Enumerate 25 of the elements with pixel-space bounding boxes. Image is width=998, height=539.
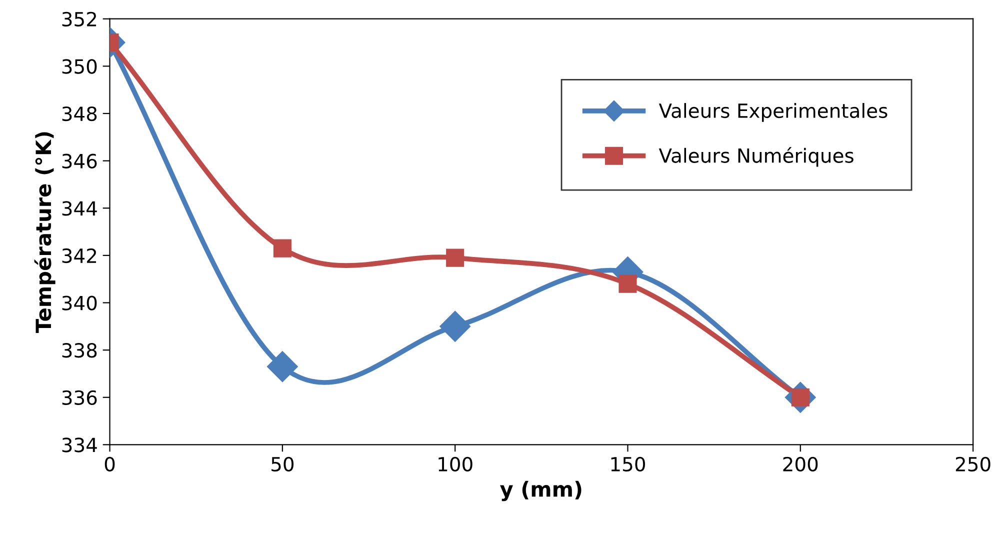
y-tick-label: 340 <box>62 296 97 310</box>
y-tick-label: 350 <box>62 59 97 74</box>
legend-label: Valeurs Experimentales <box>658 103 888 122</box>
y-tick-label: 342 <box>62 248 96 264</box>
x-tick-label: 150 <box>611 456 646 472</box>
y-tick-label: 352 <box>62 12 96 27</box>
point <box>267 351 298 382</box>
point <box>618 274 637 293</box>
x-tick-label: 200 <box>783 456 818 472</box>
y-tick-label: 344 <box>62 201 97 216</box>
x-tick-label: 250 <box>956 456 990 472</box>
point <box>273 239 292 258</box>
y-tick-label: 348 <box>62 106 97 122</box>
legend-label: Valeurs Numériques <box>658 147 854 167</box>
x-tick-label: 50 <box>272 456 294 472</box>
y-tick-label: 346 <box>62 154 97 168</box>
y-axis-title: Température (°K) <box>34 132 56 334</box>
x-tick-label: 0 <box>104 456 115 472</box>
y-tick-label: 334 <box>62 438 97 452</box>
y-tick-label: 336 <box>62 390 97 406</box>
point <box>440 310 471 342</box>
x-axis-title: y (mm) <box>500 480 582 502</box>
x-tick-label: 100 <box>438 456 472 472</box>
y-tick-label: 338 <box>62 343 97 358</box>
point <box>446 248 464 267</box>
